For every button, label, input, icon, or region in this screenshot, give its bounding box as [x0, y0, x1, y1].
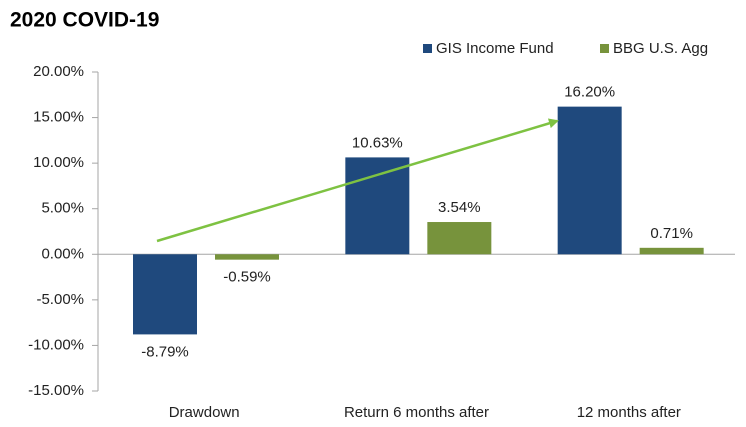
y-tick-label: -10.00% — [28, 336, 84, 353]
trend-arrow — [156, 118, 559, 243]
bar — [215, 254, 279, 260]
data-label: 3.54% — [438, 199, 481, 216]
x-tick-label: 12 months after — [577, 404, 681, 421]
bar — [427, 222, 492, 255]
legend-label: BBG U.S. Agg — [613, 40, 708, 57]
legend-swatch — [423, 44, 432, 53]
data-label: -0.59% — [223, 269, 271, 286]
data-label: 0.71% — [650, 225, 693, 242]
legend-label: GIS Income Fund — [436, 40, 554, 57]
y-tick-label: -15.00% — [28, 382, 84, 399]
x-tick-label: Drawdown — [169, 404, 240, 421]
bar — [345, 157, 410, 255]
legend-swatch — [600, 44, 609, 53]
x-tick-label: Return 6 months after — [344, 404, 489, 421]
y-tick-label: -5.00% — [36, 291, 84, 308]
data-label: -8.79% — [141, 343, 189, 360]
chart-title: 2020 COVID-19 — [10, 9, 159, 32]
bar — [639, 247, 704, 255]
y-tick-label: 0.00% — [41, 245, 84, 262]
data-label: 10.63% — [352, 134, 403, 151]
y-tick-label: 20.00% — [33, 63, 84, 80]
y-tick-label: 5.00% — [41, 200, 84, 217]
y-tick-label: 10.00% — [33, 154, 84, 171]
bar — [133, 254, 197, 335]
data-label: 16.20% — [564, 84, 615, 101]
y-tick-label: 15.00% — [33, 109, 84, 126]
bar — [557, 106, 622, 255]
